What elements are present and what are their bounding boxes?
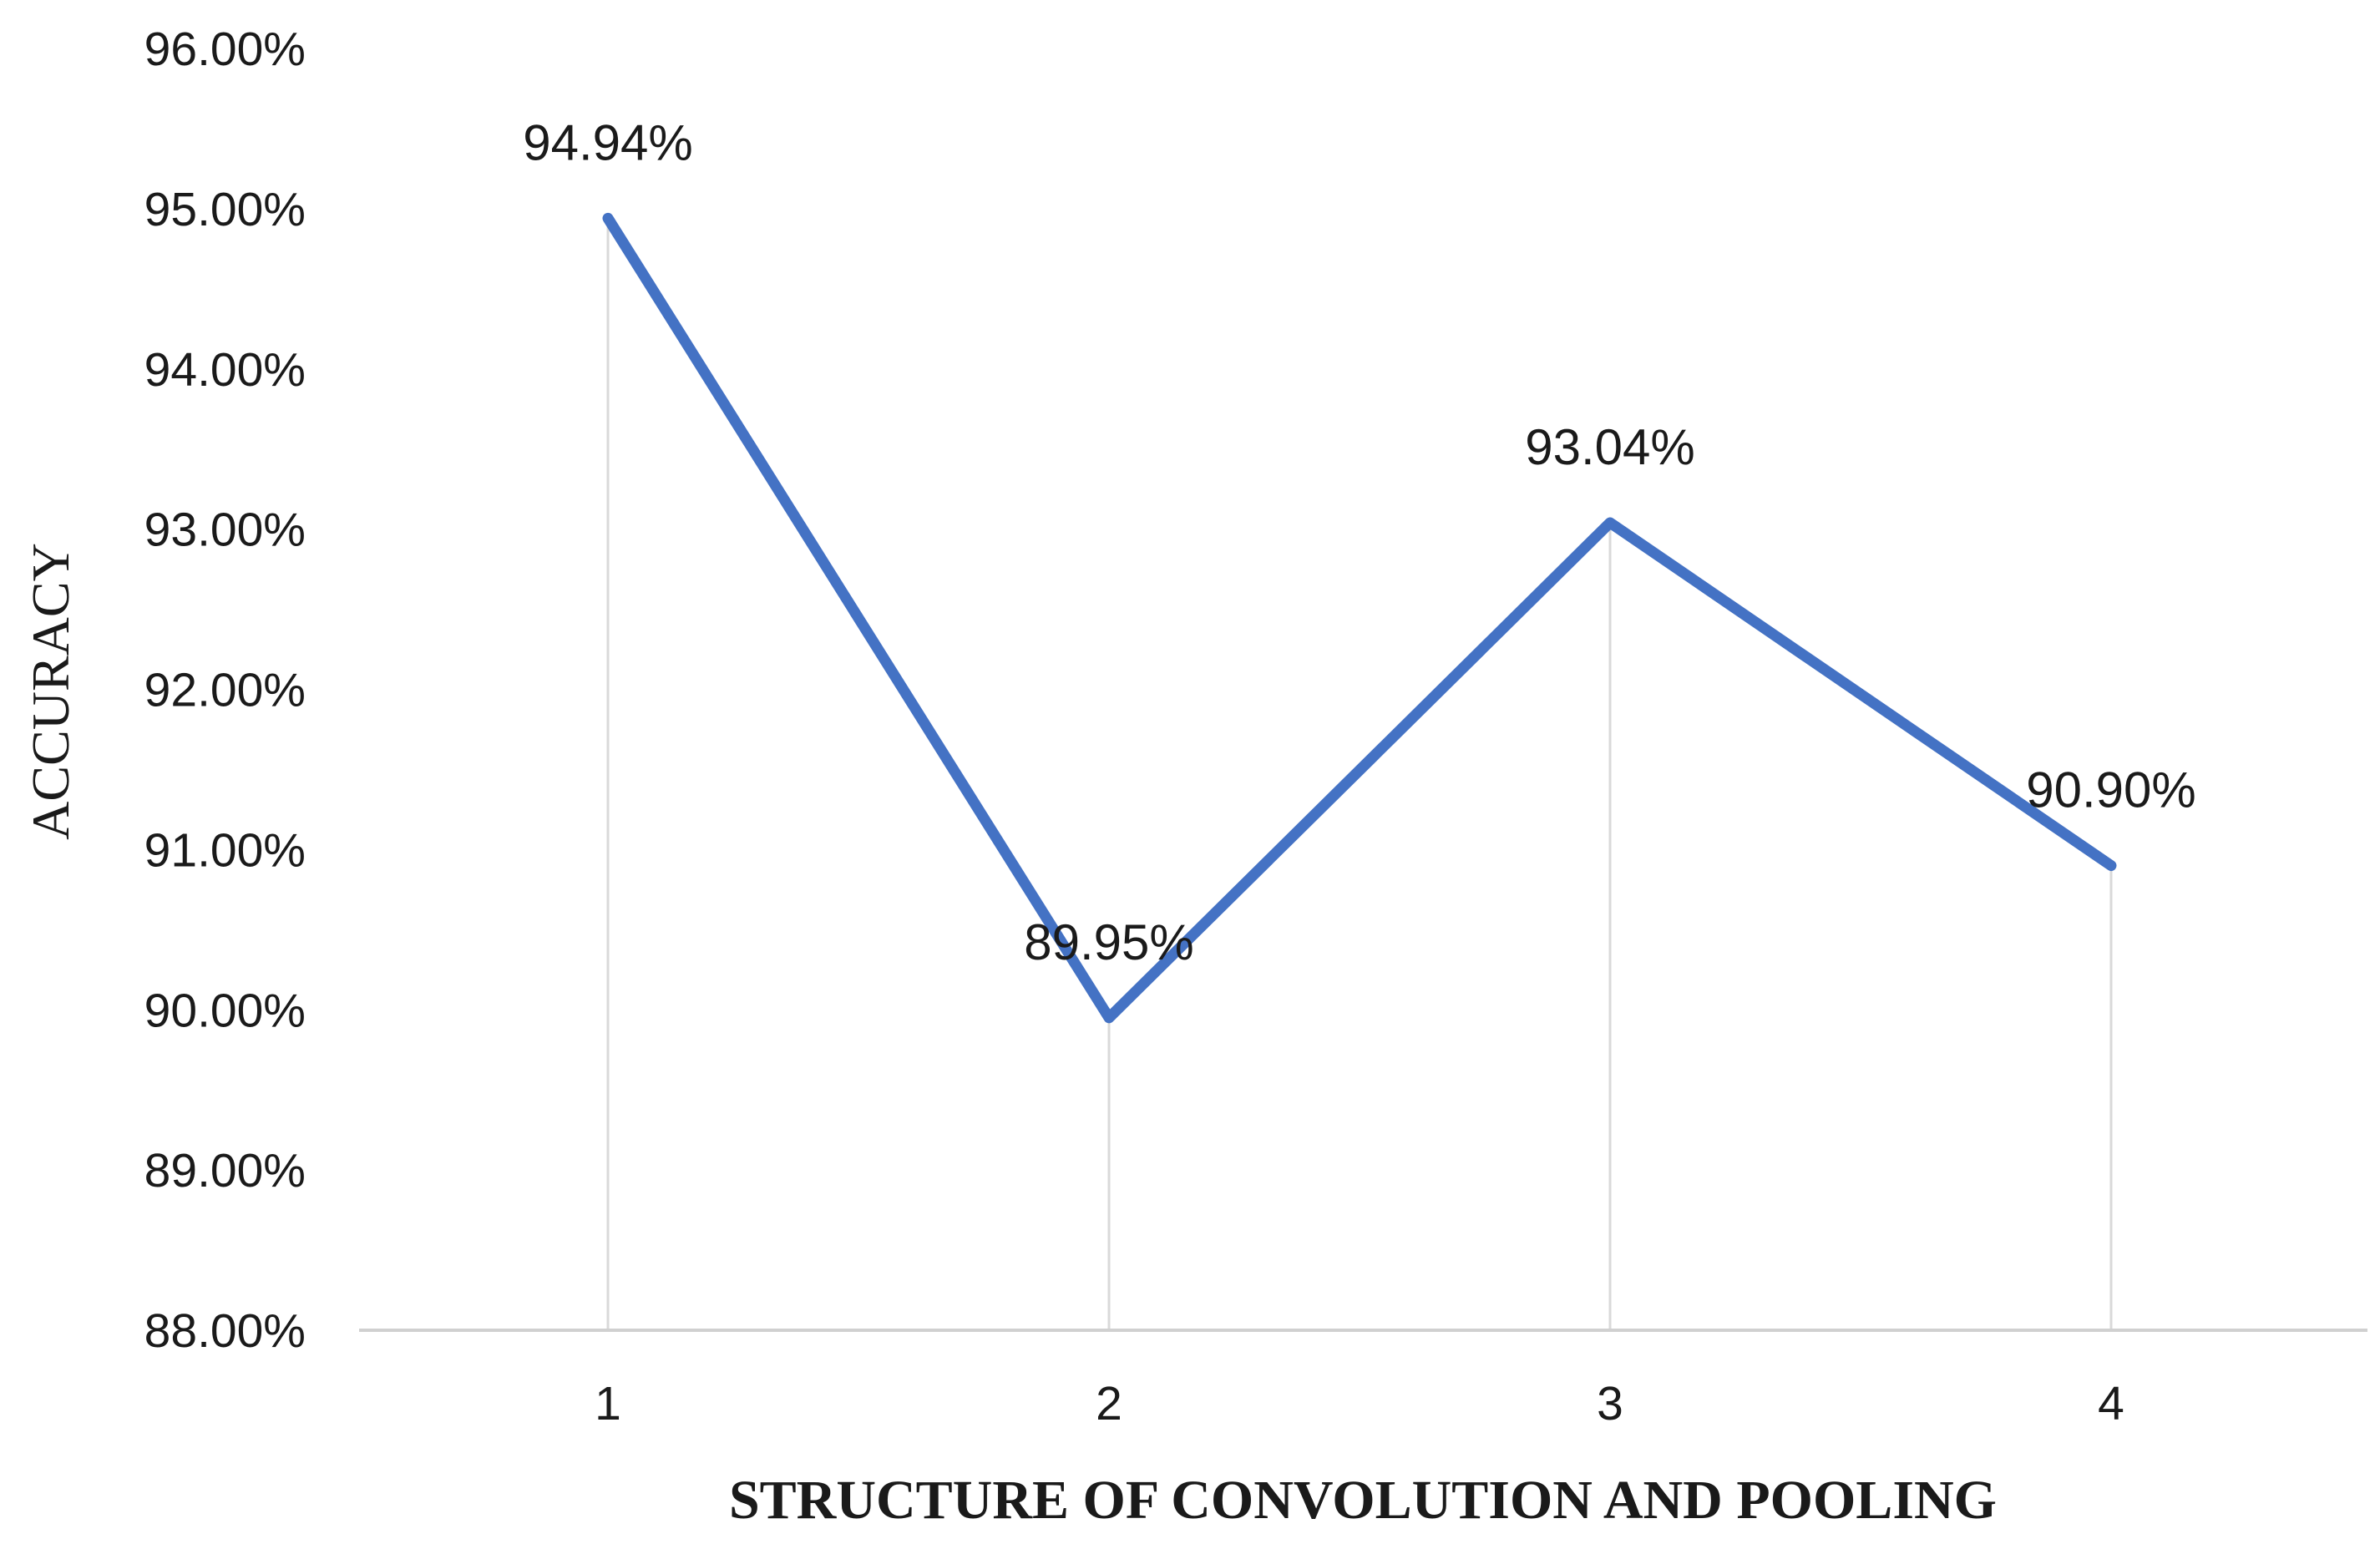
x-axis-title: STRUCTURE OF CONVOLUTION AND POOLING [729, 1470, 1997, 1531]
data-label: 93.04% [1525, 419, 1695, 475]
y-tick-label: 95.00% [144, 183, 306, 236]
data-label: 90.90% [2026, 762, 2196, 818]
y-tick-label: 93.00% [144, 504, 306, 557]
x-tick-label: 1 [595, 1377, 621, 1430]
y-tick-label: 94.00% [144, 343, 306, 397]
x-tick-label: 2 [1096, 1377, 1122, 1430]
y-tick-label: 92.00% [144, 664, 306, 717]
y-tick-label: 90.00% [144, 984, 306, 1037]
data-label: 94.94% [523, 114, 693, 170]
data-label: 89.95% [1024, 914, 1194, 970]
data-labels: 94.94% 89.95% 93.04% 90.90% [523, 114, 2196, 969]
x-axis-tick-labels: 1 2 3 4 [595, 1377, 2124, 1430]
y-tick-label: 96.00% [144, 23, 306, 76]
y-axis-title: ACCURACY [21, 543, 80, 840]
y-tick-label: 91.00% [144, 823, 306, 877]
y-tick-label: 89.00% [144, 1144, 306, 1197]
y-tick-label: 88.00% [144, 1304, 306, 1358]
y-axis-tick-labels: 88.00% 89.00% 90.00% 91.00% 92.00% 93.00% 94.0… [144, 23, 306, 1358]
series-line [602, 212, 2117, 1024]
gridlines [606, 218, 2113, 1330]
x-tick-label: 4 [2098, 1377, 2124, 1430]
x-tick-label: 3 [1597, 1377, 1623, 1430]
